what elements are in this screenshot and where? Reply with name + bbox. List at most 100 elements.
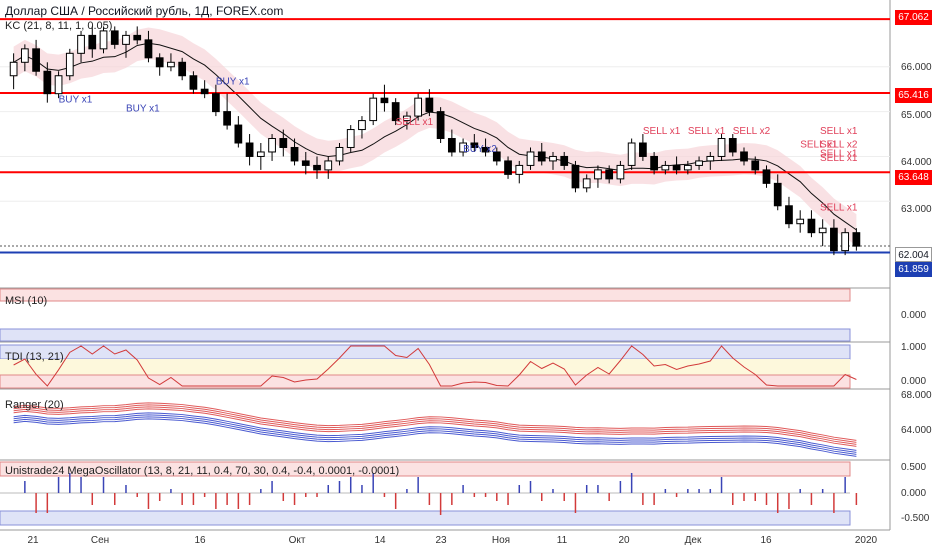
msi-panel-label[interactable]: MSI (10) xyxy=(5,295,48,307)
buy-signal-label: BUY x1 xyxy=(216,77,250,88)
candle-body xyxy=(43,70,52,95)
candle-body xyxy=(77,34,85,54)
buy-signal-label: BUY x1 xyxy=(59,95,93,106)
kc-indicator-label[interactable]: KC (21, 8, 11, 1, 0.05) xyxy=(5,20,113,32)
candle-body xyxy=(20,48,29,63)
candle-body xyxy=(223,111,231,126)
sell-signal-label: SELL x1 xyxy=(800,139,838,150)
price-scale-tick: 65.000 xyxy=(901,110,932,121)
candle-body xyxy=(414,97,423,117)
candle-body xyxy=(200,88,209,95)
candle-body xyxy=(346,129,355,148)
sell-signal-label: SELL x1 xyxy=(820,126,858,137)
time-axis-label: 11 xyxy=(556,535,568,546)
ranger-upper-line xyxy=(13,408,857,447)
candle-body xyxy=(650,155,658,171)
candle-body xyxy=(133,34,142,41)
candle-body xyxy=(717,138,726,157)
candle-body xyxy=(335,146,344,162)
price-scale-tick: 63.000 xyxy=(901,204,932,215)
candle-body xyxy=(807,218,816,234)
ranger-scale-tick: 68.000 xyxy=(901,390,932,401)
candle-body xyxy=(122,34,130,45)
candle-body xyxy=(773,182,782,207)
mega-lower-band xyxy=(0,510,851,526)
candle-body xyxy=(492,151,501,162)
sell-signal-label: SELL x1 xyxy=(820,148,858,159)
candle-body xyxy=(380,97,389,104)
ranger-scale-tick: 64.000 xyxy=(901,425,932,436)
candle-body xyxy=(672,164,681,171)
ranger-upper-line xyxy=(13,404,857,443)
candle-body xyxy=(571,164,580,189)
candle-body xyxy=(740,151,748,162)
mega-scale-tick: 0.000 xyxy=(901,488,927,499)
ranger-upper-line xyxy=(13,406,857,445)
candle-body xyxy=(470,142,479,148)
time-axis-label: 14 xyxy=(374,535,386,546)
chart-title: Доллар США / Российский рубль, 1Д, FOREX… xyxy=(5,4,284,18)
time-axis-label: 21 xyxy=(27,535,39,546)
current-price-badge: 62.004 xyxy=(895,247,932,262)
buy-signal-label: BUY x1 xyxy=(126,104,160,115)
sell-signal-label: SELL x2 xyxy=(820,139,858,150)
ranger-lower-line xyxy=(13,412,857,451)
candle-body xyxy=(391,102,400,122)
ranger-lower-line xyxy=(13,414,857,453)
candle-body xyxy=(436,111,445,140)
mega-scale-tick: -0.500 xyxy=(901,513,930,524)
candle-body xyxy=(639,142,647,157)
candle-body xyxy=(290,146,299,162)
candle-body xyxy=(144,39,153,59)
candle-body xyxy=(403,115,411,122)
candle-body xyxy=(167,61,175,68)
candle-body xyxy=(841,232,850,252)
candle-body xyxy=(324,160,333,171)
level-badge-61859: 61.859 xyxy=(895,262,932,277)
candle-body xyxy=(762,169,771,184)
candle-body xyxy=(582,178,591,189)
candle-body xyxy=(560,155,569,166)
candle-body xyxy=(683,164,692,171)
time-axis-label: 2020 xyxy=(854,535,878,546)
time-axis-label: 20 xyxy=(618,535,630,546)
candle-body xyxy=(110,30,119,45)
sell-signal-label: SELL x1 xyxy=(396,117,434,128)
candle-body xyxy=(796,218,805,225)
candle-body xyxy=(818,227,827,234)
sell-signal-label: SELL x1 xyxy=(820,202,858,213)
candle-body xyxy=(706,155,715,162)
candle-body xyxy=(852,232,861,247)
candle-body xyxy=(515,164,524,175)
time-axis-label: Ноя xyxy=(491,535,511,546)
candle-body xyxy=(189,75,198,90)
candle-body xyxy=(268,138,276,153)
megaoscillator-panel-label[interactable]: Unistrade24 MegaOscillator (13, 8, 21, 1… xyxy=(5,465,400,477)
time-axis-label: 16 xyxy=(760,535,772,546)
mega-upper-band xyxy=(0,461,851,477)
msi-lower-band xyxy=(0,328,851,342)
candle-body xyxy=(369,97,378,122)
candle-body xyxy=(212,93,220,113)
sell-signal-label: SELL x1 xyxy=(643,126,681,137)
candle-body xyxy=(32,48,40,72)
keltner-band xyxy=(13,27,857,246)
candle-body xyxy=(481,146,490,153)
level-badge-63648: 63.648 xyxy=(895,170,932,185)
candle-body xyxy=(728,138,737,153)
ranger-panel-label[interactable]: Ranger (20) xyxy=(5,399,64,411)
ranger-lower-line xyxy=(13,416,857,455)
tdi-panel-label[interactable]: TDI (13, 21) xyxy=(5,351,64,363)
candle-body xyxy=(54,75,63,95)
candle-body xyxy=(594,169,602,180)
candle-body xyxy=(9,61,18,77)
tdi-scale-tick: 0.000 xyxy=(901,376,927,387)
candle-body xyxy=(447,138,456,153)
candle-body xyxy=(155,57,164,68)
candle-body xyxy=(425,97,434,113)
candle-body xyxy=(234,124,243,144)
price-scale-tick: 66.000 xyxy=(901,62,932,73)
time-axis-label: 23 xyxy=(435,535,447,546)
msi-scale-tick: 0.000 xyxy=(901,310,927,321)
candle-body xyxy=(616,164,625,180)
